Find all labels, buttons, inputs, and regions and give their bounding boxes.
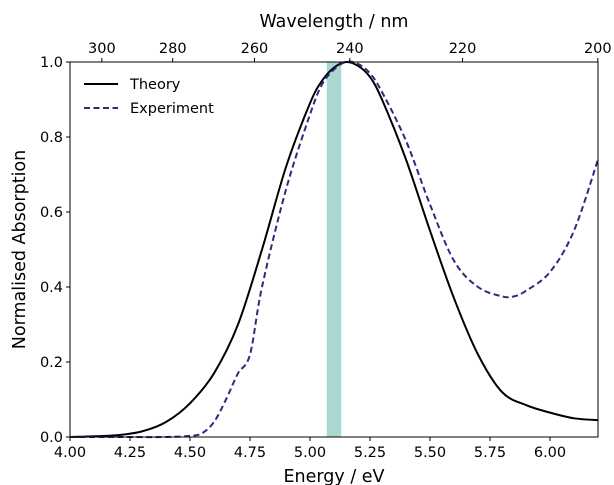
x-tick-label: 4.00 xyxy=(54,445,86,461)
legend-label-experiment: Experiment xyxy=(130,101,214,117)
y-tick-label: 0.4 xyxy=(40,280,63,296)
y-tick-label: 1.0 xyxy=(40,55,63,71)
x-tick-label: 5.00 xyxy=(294,445,326,461)
highlight-band xyxy=(326,62,342,437)
x-tick-label: 5.75 xyxy=(474,445,506,461)
top-tick-label: 280 xyxy=(159,41,187,57)
legend-label-theory: Theory xyxy=(129,77,181,93)
plot-frame xyxy=(69,61,599,438)
y-tick-label: 0.0 xyxy=(40,430,63,446)
x-tick-label: 4.75 xyxy=(234,445,266,461)
highlight-band-layer xyxy=(326,62,342,437)
series-line-experiment xyxy=(70,60,599,439)
top-tick-label: 300 xyxy=(88,41,116,57)
x-tick-label: 4.25 xyxy=(114,445,146,461)
top-tick-label: 220 xyxy=(449,41,477,57)
top-axis-title: Wavelength / nm xyxy=(260,12,409,32)
x-tick-label: 5.25 xyxy=(354,445,386,461)
y-tick-label: 0.6 xyxy=(40,205,63,221)
x-tick-label: 5.50 xyxy=(414,445,446,461)
x-tick-label: 6.00 xyxy=(534,445,566,461)
top-tick-label: 260 xyxy=(241,41,269,57)
top-tick-label: 200 xyxy=(584,41,612,57)
y-tick-label: 0.8 xyxy=(40,130,63,146)
x-axis-title: Energy / eV xyxy=(283,467,384,485)
legend: Theory Experiment xyxy=(84,77,214,117)
ticks-layer: 4.00 4.25 4.50 4.75 5.00 5.25 5.50 5.75 6.00 0.0 0… xyxy=(40,41,612,461)
top-tick-label: 240 xyxy=(336,41,364,57)
x-tick-label: 4.50 xyxy=(174,445,206,461)
series-layer xyxy=(69,60,599,439)
y-tick-label: 0.2 xyxy=(40,355,63,371)
y-axis-title: Normalised Absorption xyxy=(10,150,30,349)
